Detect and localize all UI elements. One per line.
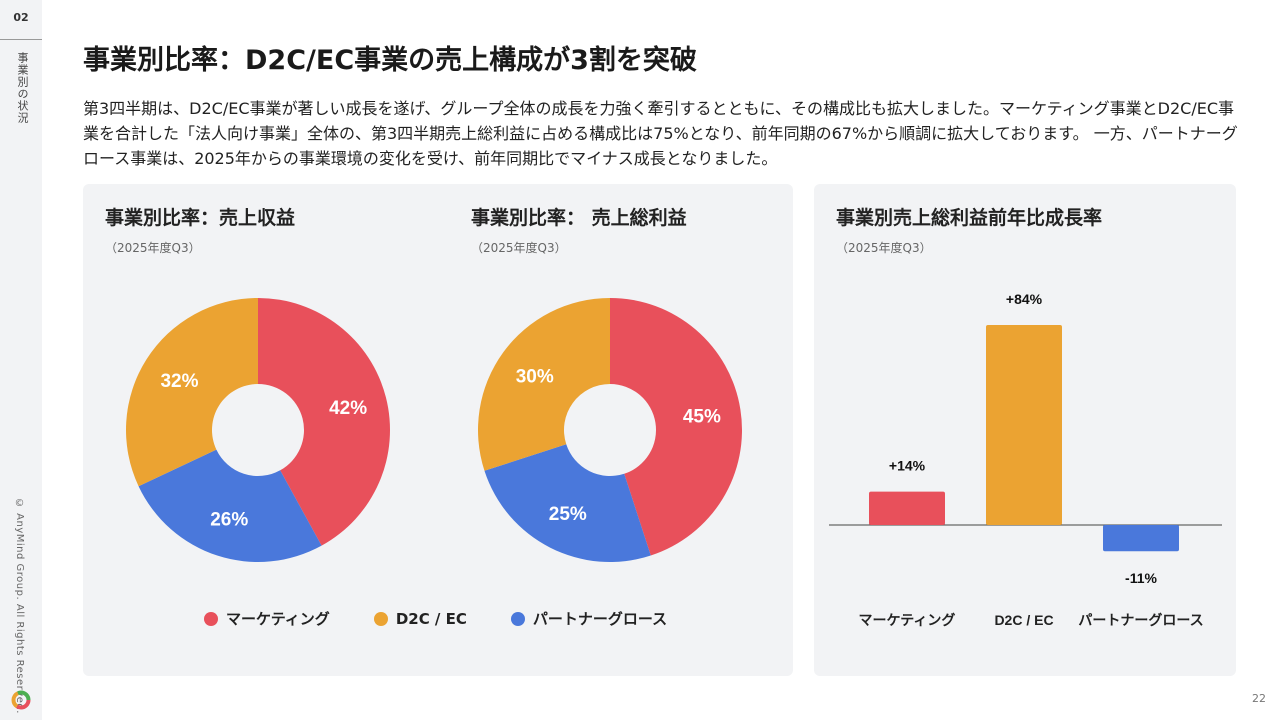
bar-category-label: マーケティング [859, 612, 956, 628]
legend-dot [204, 611, 218, 626]
anymind-logo-icon [11, 690, 31, 710]
bar-value-label: +84% [1006, 291, 1043, 307]
bar-title: 事業別売上総利益前年比成長率 [836, 207, 1103, 229]
bar-subtitle: （2025年度Q3） [836, 241, 932, 255]
donut1-subtitle: （2025年度Q3） [105, 241, 201, 255]
bar-category-label: パートナーグロース [1078, 612, 1203, 628]
slice-d2c [478, 298, 610, 471]
slide-number: 02 [13, 11, 29, 24]
page-number: 22 [1252, 692, 1266, 705]
bar-0 [869, 491, 945, 525]
legend-item-partner: パートナーグロース [510, 608, 668, 629]
slice-label: 32% [160, 371, 198, 392]
bar-category-label: D2C / EC [994, 612, 1053, 628]
legend-label: パートナーグロース [532, 610, 668, 628]
legend-label: マーケティング [226, 610, 330, 628]
bar-value-label: -11% [1125, 570, 1157, 586]
slice-label: 26% [210, 509, 248, 530]
legend-dot [373, 611, 388, 626]
page-title: 事業別比率：D2C/EC事業の売上構成が3割を突破 [83, 45, 697, 76]
legend-dot [510, 611, 525, 626]
growth-bar-chart: +14% マーケティング +84% D2C / EC -11% パートナーグロース [829, 291, 1222, 628]
slice-partner [484, 444, 651, 562]
sidebar-divider [0, 39, 42, 40]
slice-marketing [610, 298, 742, 556]
donut1-title: 事業別比率：売上収益 [105, 207, 296, 229]
revenue-donut-chart: 42% 26% 32% [125, 298, 391, 562]
slice-label: 42% [329, 398, 367, 419]
bar-2 [1103, 525, 1179, 552]
sidebar: 02 事業別の状況 © AnyMind Group. All Rights Re… [0, 0, 42, 720]
slice-label: 30% [516, 366, 554, 387]
donut2-title: 事業別比率： 売上総利益 [471, 207, 687, 229]
legend-item-d2c: D2C / EC [373, 609, 467, 628]
slice-marketing [258, 298, 391, 546]
slice-d2c [125, 298, 258, 487]
bar-value-label: +14% [889, 458, 926, 474]
copyright: © AnyMind Group. All Rights Reserved. [14, 498, 25, 714]
slice-label: 25% [549, 504, 587, 525]
slice-partner [138, 449, 322, 562]
bar-1 [986, 325, 1062, 525]
donut2-subtitle: （2025年度Q3） [471, 241, 567, 255]
lead-paragraph: 第3四半期は、D2C/EC事業が著しい成長を遂げ、グループ全体の成長を力強く牽引… [83, 99, 1238, 168]
legend-label: D2C / EC [395, 609, 467, 628]
section-label: 事業別の状況 [16, 52, 29, 124]
legend: マーケティング D2C / EC パートナーグロース [204, 608, 711, 629]
slice-label: 45% [683, 406, 721, 427]
legend-item-marketing: マーケティング [204, 608, 330, 629]
gross-profit-donut-chart: 45% 25% 30% [478, 298, 742, 562]
